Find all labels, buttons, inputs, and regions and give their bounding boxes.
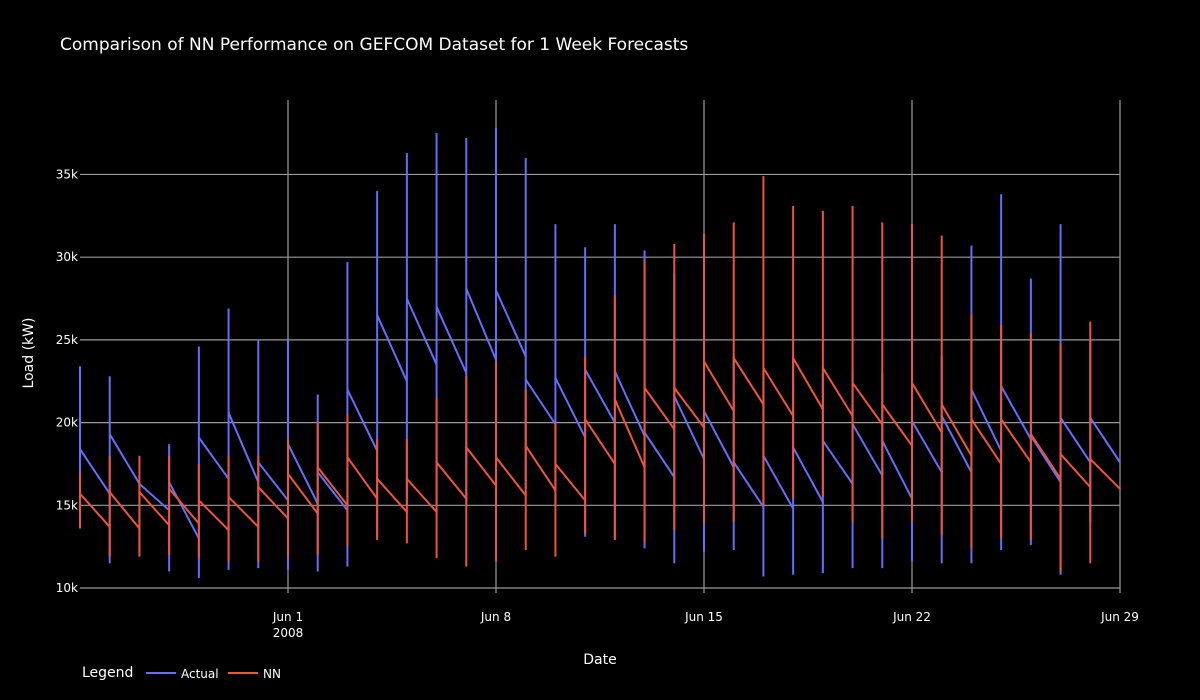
y-tick-label: 20k: [56, 416, 78, 430]
series-nn-segment: [1089, 457, 1121, 490]
series-nn-segment: [257, 486, 289, 520]
gridlines: [80, 100, 1121, 593]
series-actual-segment: [792, 446, 824, 504]
series-nn-segment: [821, 367, 854, 417]
series-nn-segment: [197, 499, 230, 532]
series-actual-segment: [613, 370, 646, 437]
x-axis-title: Date: [583, 652, 616, 668]
series-actual-segment: [821, 439, 854, 485]
series-nn-segment: [138, 491, 171, 527]
series-nn-segment: [524, 444, 557, 492]
series-nn-segment: [732, 357, 765, 406]
series-actual-segment: [405, 297, 438, 366]
series-nn-segment: [405, 477, 438, 513]
x-tick-label: Jun 8: [480, 610, 511, 624]
x-tick-label: Jun 29: [1100, 610, 1139, 624]
x-tick-label: Jun 15: [684, 610, 723, 624]
series-nn-segment: [762, 367, 795, 417]
series-nn-segment: [346, 456, 379, 500]
series-actual-segment: [911, 419, 943, 474]
series-actual-segment: [762, 454, 795, 510]
legend-label-actual: Actual: [181, 667, 219, 681]
series-actual-segment: [1000, 385, 1032, 441]
x-tick-label: Jun 22: [892, 610, 931, 624]
series-actual-segment: [287, 443, 319, 505]
series-actual-segment: [554, 376, 587, 439]
series-nn-segment: [940, 403, 973, 457]
series-nn-segment: [613, 398, 646, 469]
series-actual-segment: [257, 461, 289, 502]
series-actual-segment: [346, 388, 379, 452]
series-nn-segment: [465, 446, 497, 487]
series-nn-segment: [584, 418, 616, 465]
series-nn-segment: [1029, 433, 1062, 480]
series-nn-segment: [79, 492, 111, 528]
series-actual-segment: [1059, 416, 1092, 464]
series-actual-segment: [970, 388, 1003, 452]
y-tick-label: 15k: [56, 498, 78, 512]
x-tick-sublabel: 2008: [273, 626, 304, 640]
legend-label-nn: NN: [263, 667, 281, 681]
legend-title: Legend: [82, 665, 133, 681]
series-actual-segment: [643, 431, 676, 479]
series-actual-segment: [881, 439, 913, 500]
y-axis-ticks: 10k 15k 20k 25k 30k 35k: [56, 167, 78, 595]
series-actual-segment: [227, 411, 260, 484]
series-actual-segment: [465, 287, 497, 361]
series-nn-segment: [495, 456, 527, 497]
series-nn-segment: [1000, 418, 1032, 464]
series-nn-segment: [227, 496, 260, 528]
series-actual-segment: [703, 410, 735, 469]
series-actual-segment: [851, 423, 884, 477]
series-nn-segment: [643, 386, 676, 431]
series-actual-segment: [168, 481, 200, 540]
series-nn-segment: [108, 491, 141, 530]
series-nn-segment: [851, 381, 884, 426]
series-layer: [79, 128, 1121, 579]
series-nn-segment: [376, 477, 408, 513]
series-nn-segment: [970, 418, 1003, 465]
series-actual-segment: [732, 461, 765, 508]
series-actual-segment: [495, 289, 527, 358]
series-actual-segment: [524, 378, 557, 426]
series-actual-segment: [435, 305, 468, 374]
series-nn-segment: [287, 472, 319, 515]
series-actual-segment: [138, 482, 171, 512]
series-actual-segment: [79, 448, 111, 495]
x-axis-ticks: Jun 1 2008 Jun 8 Jun 15 Jun 22 Jun 29: [272, 610, 1139, 640]
series-actual-segment: [940, 414, 973, 474]
series-actual-segment: [673, 395, 705, 460]
series-nn-segment: [911, 381, 943, 434]
series-nn-segment: [168, 487, 200, 525]
series-nn-segment: [435, 461, 468, 500]
series-actual-segment: [108, 433, 141, 485]
y-tick-label: 10k: [56, 581, 78, 595]
series-nn-segment: [316, 466, 349, 507]
series-nn: [79, 176, 1121, 572]
series-actual-segment: [316, 471, 349, 512]
series-actual-segment: [376, 314, 408, 383]
legend: Legend Actual NN: [82, 665, 281, 681]
chart-title: Comparison of NN Performance on GEFCOM D…: [60, 35, 688, 55]
series-actual-segment: [584, 368, 616, 424]
y-tick-label: 35k: [56, 167, 78, 181]
series-nn-segment: [554, 462, 587, 502]
series-actual-segment: [1089, 416, 1121, 464]
y-tick-label: 30k: [56, 250, 78, 264]
y-axis-title: Load (kW): [21, 318, 37, 389]
series-nn-segment: [792, 357, 824, 411]
series-nn-segment: [673, 386, 705, 429]
series-nn-segment: [881, 403, 913, 447]
series-actual-segment: [197, 436, 230, 480]
series-nn-segment: [703, 360, 735, 413]
series-nn-segment: [1059, 453, 1092, 489]
y-tick-label: 25k: [56, 333, 78, 347]
series-actual-segment: [1029, 434, 1062, 484]
x-tick-label: Jun 1: [272, 610, 303, 624]
